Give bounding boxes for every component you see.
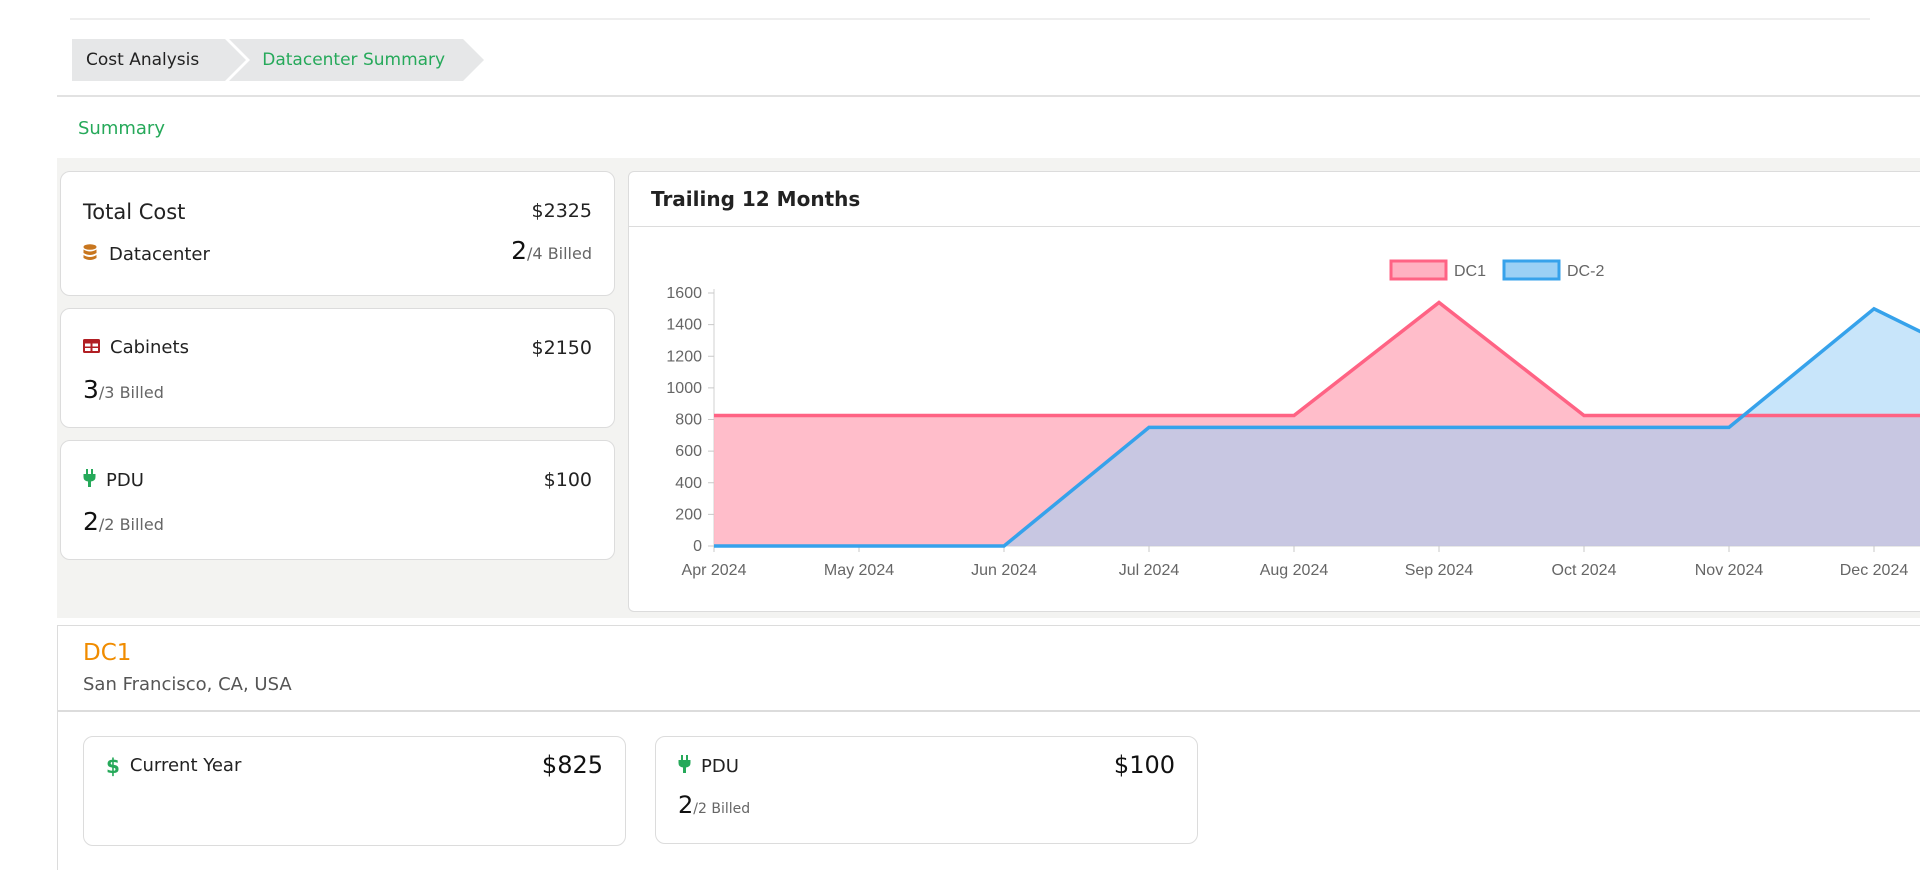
y-tick-label: 600 (675, 443, 702, 460)
datacenter-row: Datacenter (83, 244, 210, 265)
cabinets-amount: $2150 (531, 337, 592, 359)
x-tick-label: May 2024 (824, 562, 894, 579)
x-tick-label: Apr 2024 (682, 562, 747, 579)
current-year-label: Current Year (129, 755, 242, 776)
database-icon (83, 244, 97, 265)
cabinets-row: Cabinets (83, 337, 189, 358)
cabinets-billed: 3/3 Billed (83, 375, 164, 404)
cabinets-label: Cabinets (110, 337, 189, 358)
dc-pdu-count: 2 (678, 791, 694, 819)
datacenter-divider (58, 710, 1920, 712)
plug-icon (678, 755, 691, 777)
x-tick-label: Nov 2024 (1695, 562, 1764, 579)
pdu-card: PDU $100 2/2 Billed (60, 440, 615, 560)
y-tick-label: 1600 (666, 285, 702, 302)
dc-pdu-row: PDU (678, 755, 739, 777)
breadcrumb: Cost Analysis Datacenter Summary (72, 39, 484, 81)
x-tick-label: Oct 2024 (1552, 562, 1617, 579)
cabinets-card: Cabinets $2150 3/3 Billed (60, 308, 615, 428)
datacenter-billed-label: /4 Billed (527, 244, 592, 263)
plug-icon (83, 469, 96, 491)
legend-label-dc1: DC1 (1454, 263, 1486, 280)
cabinet-grid-icon (83, 338, 100, 357)
current-year-row: $ Current Year (106, 755, 241, 776)
total-cost-label: Total Cost (83, 200, 186, 224)
series-line-dc-2 (714, 306, 1920, 548)
datacenter-count: 2 (511, 236, 528, 265)
pdu-billed: 2/2 Billed (83, 507, 164, 536)
breadcrumb-datacenter-summary[interactable]: Datacenter Summary (229, 39, 484, 81)
dc-pdu-billed: 2/2 Billed (678, 791, 750, 819)
chart-card-title: Trailing 12 Months (629, 172, 1920, 227)
trailing-chart: 0 200 400 600 800 1000 1200 1400 1600 Apr 2024 May… (666, 259, 1920, 579)
x-tick-label: Dec 2024 (1840, 562, 1909, 579)
datacenter-location: San Francisco, CA, USA (83, 674, 292, 695)
total-cost-amount: $2325 (531, 200, 592, 222)
x-tick-label: Sep 2024 (1405, 562, 1474, 579)
series-line-dc1 (714, 300, 1920, 418)
current-year-card: $ Current Year $825 (83, 736, 626, 846)
y-tick-label: 1000 (666, 380, 702, 397)
y-tick-label: 400 (675, 475, 702, 492)
dc-pdu-amount: $100 (1113, 751, 1175, 779)
pdu-billed-label: /2 Billed (98, 515, 164, 534)
current-year-amount: $825 (541, 751, 603, 779)
breadcrumb-cost-analysis[interactable]: Cost Analysis (72, 39, 251, 81)
datacenter-name[interactable]: DC1 (83, 640, 132, 666)
dollar-icon: $ (106, 753, 120, 778)
legend-label-dc-2: DC-2 (1567, 263, 1604, 280)
y-tick-label: 0 (693, 538, 702, 555)
dc-pdu-label: PDU (701, 755, 739, 777)
cabinets-billed-label: /3 Billed (98, 383, 164, 402)
tab-summary[interactable]: Summary (78, 118, 165, 139)
y-tick-label: 1200 (666, 348, 702, 365)
legend-swatch-dc1 (1389, 259, 1448, 281)
trailing-chart-card: Trailing 12 Months 0 200 400 600 800 1000 1200… (628, 171, 1920, 612)
legend-swatch-dc-2 (1502, 259, 1561, 281)
header-divider (57, 95, 1920, 97)
top-divider (70, 18, 1870, 20)
x-tick-label: Jun 2024 (971, 562, 1037, 579)
pdu-label: PDU (106, 469, 144, 491)
y-tick-label: 200 (675, 506, 702, 523)
dc-pdu-billed-label: /2 Billed (693, 801, 751, 817)
cabinets-count: 3 (83, 375, 99, 404)
x-tick-label: Aug 2024 (1260, 562, 1329, 579)
datacenter-label: Datacenter (109, 244, 210, 265)
x-tick-label: Jul 2024 (1119, 562, 1180, 579)
datacenter-billed: 2/4 Billed (511, 236, 592, 265)
y-tick-label: 1400 (666, 317, 702, 334)
dc-pdu-card: PDU $100 2/2 Billed (655, 736, 1198, 844)
pdu-count: 2 (83, 507, 99, 536)
pdu-amount: $100 (543, 469, 592, 491)
pdu-row: PDU (83, 469, 144, 491)
total-cost-card: Total Cost $2325 Datacenter 2/4 Billed (60, 171, 615, 296)
datacenter-panel: DC1 San Francisco, CA, USA $ Current Yea… (57, 625, 1920, 870)
y-tick-label: 800 (675, 412, 702, 429)
